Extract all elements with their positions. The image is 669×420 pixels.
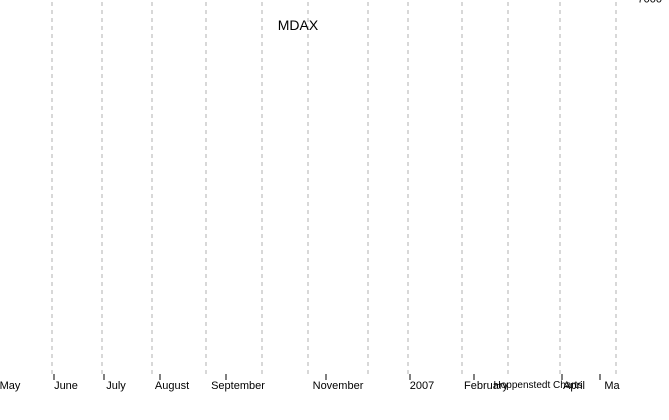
x-tick-label-8: April xyxy=(563,380,585,392)
x-tick-label-6: 2007 xyxy=(410,380,434,392)
x-tick-label-9: Ma xyxy=(604,380,620,392)
x-tick-label-2: July xyxy=(106,380,126,392)
y-tick-label-7000: 7000 xyxy=(638,0,662,5)
chart-credit: Hoppenstedt Charts xyxy=(494,380,583,391)
x-tick-label-3: August xyxy=(155,380,189,392)
x-tick-label-4: September xyxy=(211,380,265,392)
x-tick-label-1: June xyxy=(54,380,78,392)
chart-title: MDAX xyxy=(278,17,319,33)
y-axis: 700075008000850090009500100001050011000 xyxy=(638,0,662,5)
vertical-grid xyxy=(51,2,617,374)
x-tick-label-0: May xyxy=(0,380,21,392)
x-axis: May June July August September November 2007 Fe… xyxy=(0,374,621,392)
x-tick-label-7: February xyxy=(464,380,509,392)
x-tick-label-5: November xyxy=(313,380,364,392)
